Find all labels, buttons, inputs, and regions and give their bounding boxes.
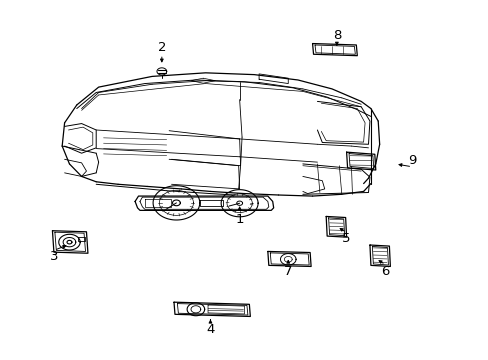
Text: 4: 4 xyxy=(206,323,214,336)
Text: 3: 3 xyxy=(50,250,58,263)
Text: 1: 1 xyxy=(235,213,244,226)
Text: 6: 6 xyxy=(381,265,389,278)
Text: 5: 5 xyxy=(342,233,350,246)
Text: 8: 8 xyxy=(332,29,340,42)
Text: 7: 7 xyxy=(284,265,292,278)
Text: 2: 2 xyxy=(157,41,166,54)
Text: 9: 9 xyxy=(407,154,416,167)
